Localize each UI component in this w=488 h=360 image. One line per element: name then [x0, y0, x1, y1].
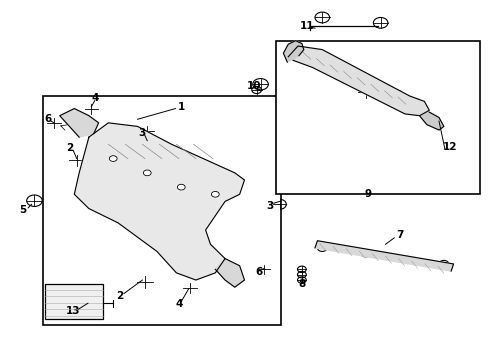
- Text: 1: 1: [177, 103, 184, 112]
- Polygon shape: [283, 41, 303, 62]
- Text: 11: 11: [299, 21, 313, 31]
- Text: 13: 13: [66, 306, 81, 316]
- Polygon shape: [419, 112, 443, 130]
- Polygon shape: [215, 258, 244, 287]
- Bar: [42, 96, 281, 325]
- Text: 12: 12: [442, 142, 456, 152]
- Text: 6: 6: [44, 113, 51, 123]
- Text: 3: 3: [265, 201, 273, 211]
- Text: 2: 2: [66, 143, 73, 153]
- Circle shape: [143, 170, 151, 176]
- Circle shape: [109, 156, 117, 161]
- Text: 9: 9: [364, 189, 371, 199]
- Text: 10: 10: [246, 81, 261, 91]
- Circle shape: [177, 184, 185, 190]
- Circle shape: [211, 192, 219, 197]
- Text: 6: 6: [255, 267, 262, 277]
- Text: 8: 8: [298, 279, 305, 289]
- Text: 5: 5: [20, 205, 27, 215]
- Bar: [45, 284, 103, 319]
- Polygon shape: [287, 46, 428, 116]
- Text: 4: 4: [91, 93, 98, 103]
- Text: 7: 7: [396, 230, 403, 240]
- Polygon shape: [74, 123, 244, 280]
- Text: 3: 3: [139, 128, 146, 138]
- Text: 4: 4: [175, 299, 182, 309]
- Polygon shape: [60, 109, 99, 137]
- Text: 2: 2: [116, 291, 123, 301]
- Polygon shape: [314, 241, 453, 271]
- Bar: [276, 41, 479, 194]
